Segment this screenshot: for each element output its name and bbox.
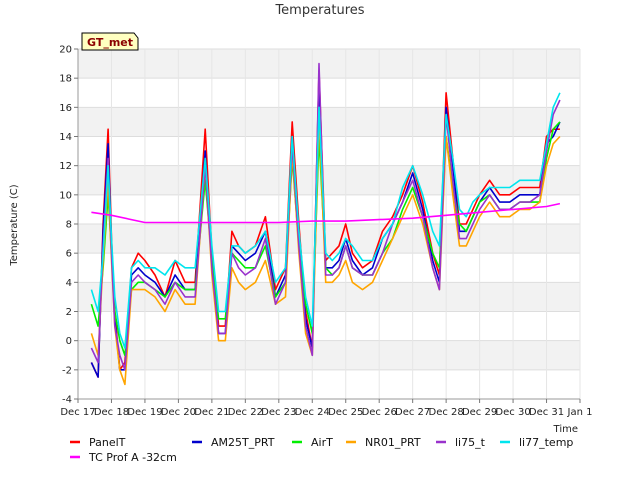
legend-item-li77-temp: li77_temp: [500, 436, 573, 449]
x-tick-label: Dec 25: [328, 407, 363, 418]
y-tick-label: -4: [62, 395, 72, 406]
station-badge: GT_met: [81, 32, 139, 51]
x-tick-label: Dec 20: [161, 407, 196, 418]
y-tick-label: 0: [66, 336, 72, 347]
series-layer: [90, 62, 561, 386]
legend-item-airt: AirT: [292, 436, 333, 449]
y-tick-label: 4: [66, 278, 72, 289]
y-tick-label: 20: [59, 45, 72, 56]
legend-label: li77_temp: [519, 436, 573, 449]
legend-item-am25t-prt: AM25T_PRT: [192, 436, 275, 449]
plot-band: [78, 165, 580, 195]
station-badge-box: [81, 32, 139, 51]
plot-band: [78, 340, 580, 370]
x-tick-label: Dec 21: [194, 407, 229, 418]
station-badge-text: GT_met: [87, 36, 133, 49]
x-tick-label: Dec 31: [529, 407, 564, 418]
legend-item-panelt: PanelT: [70, 436, 126, 449]
y-axis-label: Temperature (C): [9, 184, 20, 266]
y-tick-label: -2: [62, 365, 72, 376]
x-tick-label: Dec 19: [127, 407, 162, 418]
x-tick-label: Dec 30: [495, 407, 530, 418]
series-line-tc-prof-a-32cm: [91, 202, 561, 224]
x-tick-label: Dec 17: [60, 407, 95, 418]
y-tick-label: 6: [66, 249, 72, 260]
plot-band: [78, 282, 580, 312]
legend-label: PanelT: [89, 436, 126, 449]
legend-item-tc-prof-a-32cm: TC Prof A -32cm: [70, 451, 177, 464]
y-tick-label: 16: [59, 103, 72, 114]
x-tick-label: Jan 1: [567, 407, 593, 418]
x-tick-label: Dec 29: [462, 407, 497, 418]
legend-item-li75-t: li75_t: [436, 436, 486, 449]
x-tick-label: Dec 24: [295, 407, 330, 418]
y-tick-label: 12: [59, 161, 72, 172]
legend-label: NR01_PRT: [365, 436, 421, 449]
y-tick-label: 18: [59, 74, 72, 85]
x-tick-label: Dec 27: [395, 407, 430, 418]
legend-label: li75_t: [455, 436, 486, 449]
x-axis-label: Time: [553, 424, 578, 435]
plot-band: [78, 107, 580, 137]
legend: PanelT AM25T_PRT AirT NR01_PRT li75_t li77_te…: [70, 436, 573, 464]
y-tick-label: 14: [59, 132, 72, 143]
plot-band: [78, 49, 580, 79]
x-tick-label: Dec 23: [261, 407, 296, 418]
x-tick-label: Dec 22: [228, 407, 263, 418]
chart-title: Temperatures: [274, 3, 364, 18]
x-tick-label: Dec 26: [362, 407, 397, 418]
plot-band: [78, 224, 580, 254]
y-tick-label: 8: [66, 220, 72, 231]
legend-label: AM25T_PRT: [211, 436, 275, 449]
legend-item-nr01-prt: NR01_PRT: [346, 436, 421, 449]
series-line-li77-temp: [90, 92, 561, 349]
y-tick-label: 2: [66, 307, 72, 318]
y-tick-label: 10: [59, 190, 72, 201]
x-tick-label: Dec 28: [429, 407, 464, 418]
x-tick-label: Dec 18: [94, 407, 129, 418]
series-line-li75-t: [90, 62, 561, 371]
legend-label: AirT: [311, 436, 333, 449]
legend-label: TC Prof A -32cm: [88, 451, 177, 464]
y-tick-labels: -4 -2 0 2 4 6 8 10 12 14 16 18 20: [59, 45, 78, 406]
